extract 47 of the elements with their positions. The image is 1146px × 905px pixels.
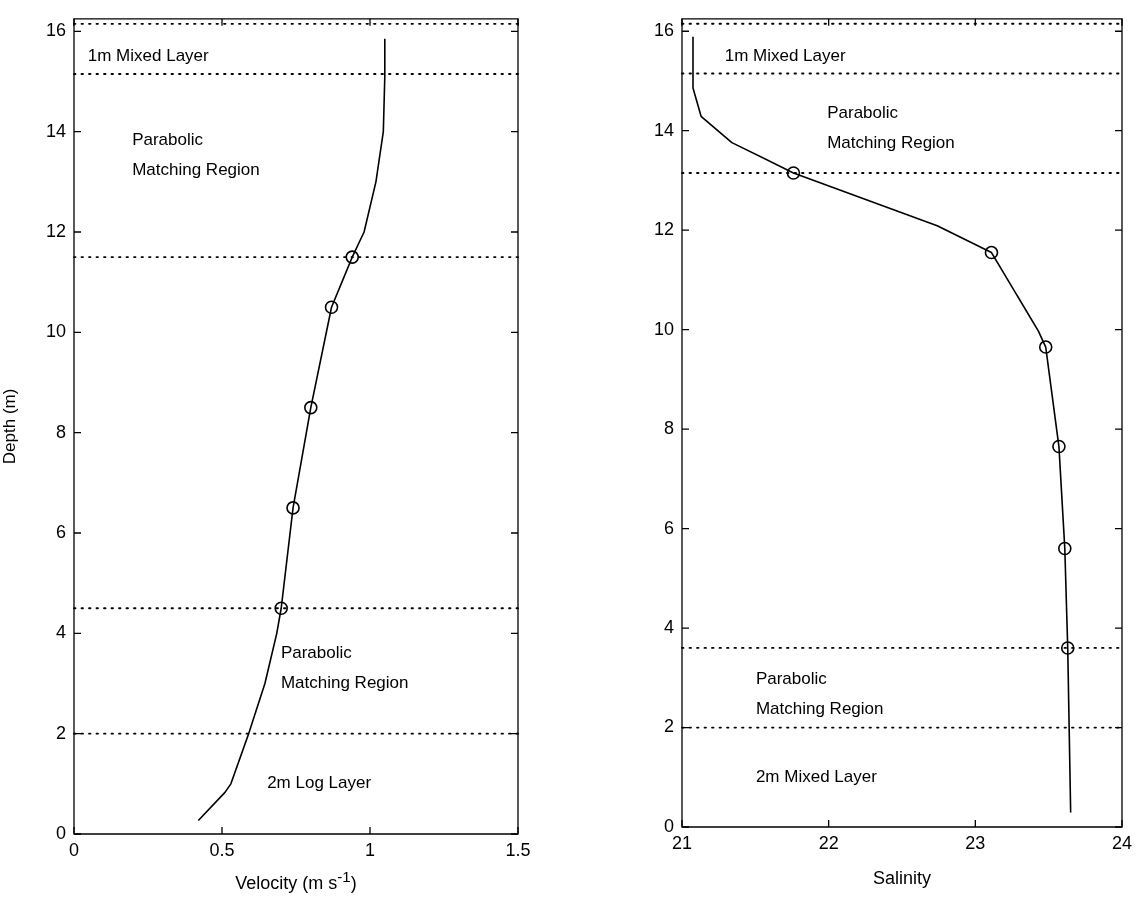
y-tick-label: 14 [653,119,674,140]
point [786,166,801,180]
annotation: Parabolic Matching Region [132,129,260,179]
point [274,601,288,616]
y-tick-label: 0 [663,815,674,836]
x-tick-label: 23 [965,832,986,853]
annotation: Parabolic Matching Region [827,102,955,152]
annotation: Parabolic Matching Region [755,669,884,719]
point [345,250,360,264]
y-tick-label: 14 [45,120,66,141]
y-tick-label: 10 [45,321,66,342]
point [1060,641,1075,655]
y-tick-label: 12 [45,220,66,241]
annotation: 2m Mixed Layer [755,766,878,786]
annotation: 1m Mixed Layer [724,45,846,65]
y-axis-title: Depth (m) [0,388,19,465]
y-tick-label: 8 [663,418,674,439]
annotation: 2m Log Layer [267,773,372,793]
y-tick-label: 6 [55,521,66,542]
y-tick-label: 2 [663,716,674,737]
point [984,245,999,260]
point [304,400,318,415]
x-tick-label: 22 [818,832,839,853]
x-tick-label: 1 [364,839,376,860]
x-tick-label: 0.5 [209,839,235,860]
point [1052,439,1066,454]
y-tick-label: 4 [55,622,66,643]
x-tick-label: 0 [68,839,80,860]
y-tick-label: 12 [653,219,674,240]
point [1058,541,1072,556]
point [286,501,300,515]
y-tick-label: 16 [45,20,66,41]
y-tick-label: 2 [55,722,66,743]
point [324,300,339,315]
annotation: Parabolic Matching Region [280,643,409,693]
x-axis-title: Salinity [872,868,932,889]
y-tick-label: 6 [663,517,674,538]
y-tick-label: 16 [653,20,674,41]
x-tick-label: 24 [1111,832,1133,853]
y-tick-label: 4 [663,617,674,638]
y-tick-label: 10 [653,318,674,339]
x-tick-label: 1.5 [505,839,531,860]
y-tick-label: 8 [55,421,66,442]
x-tick-label: 21 [671,832,693,853]
annotation: 1m Mixed Layer [87,45,210,65]
point [1038,340,1053,354]
x-axis-title: Velocity (m s$^{-1}$) [234,868,358,894]
